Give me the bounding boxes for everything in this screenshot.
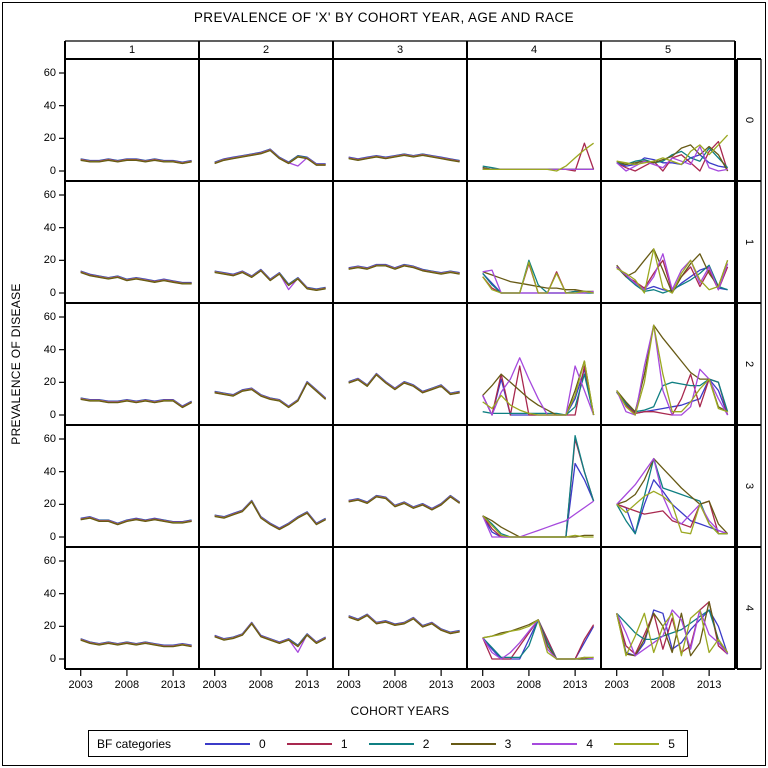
y-tick-label: 40 xyxy=(43,587,56,600)
legend: BF categories 0 1 2 3 4 5 xyxy=(88,730,688,757)
y-axis-title: PREVALENCE OF DISEASE xyxy=(9,283,23,445)
x-tick-label: 2003 xyxy=(336,679,361,691)
y-tick-label: 40 xyxy=(43,465,56,478)
column-header-3: 3 xyxy=(396,44,404,56)
column-header-1: 1 xyxy=(128,44,136,56)
x-tick-label: 2003 xyxy=(68,679,93,691)
column-header-5: 5 xyxy=(664,44,672,56)
x-tick-label: 2013 xyxy=(696,679,722,691)
row-header-3: 3 xyxy=(743,482,755,490)
panel-row4-col2 xyxy=(214,621,326,653)
y-tick-label: 40 xyxy=(43,99,56,112)
panel-row2-col5 xyxy=(616,324,729,416)
panel-row4-col4 xyxy=(482,619,595,660)
panel-row1-col5 xyxy=(616,248,729,294)
y-tick-label: 20 xyxy=(43,498,56,511)
x-tick-label: 2008 xyxy=(248,679,274,691)
y-tick-label: 60 xyxy=(43,433,56,445)
legend-entry-label: 0 xyxy=(259,736,266,751)
legend-line-swatch xyxy=(614,742,660,745)
panel-row1-col1 xyxy=(80,270,192,285)
x-tick-label: 2008 xyxy=(114,679,140,691)
y-tick-label: 0 xyxy=(49,165,56,177)
row-header-0: 0 xyxy=(743,116,755,124)
legend-line-swatch xyxy=(286,742,332,745)
x-tick-label: 2013 xyxy=(294,679,320,691)
x-tick-label: 2013 xyxy=(160,679,186,691)
panel-row2-col3 xyxy=(348,372,460,396)
x-tick-label: 2013 xyxy=(428,679,454,691)
x-tick-label: 2003 xyxy=(202,679,227,691)
legend-line-swatch xyxy=(450,742,496,745)
row-header-2: 2 xyxy=(743,360,755,368)
y-tick-label: 20 xyxy=(43,132,56,145)
legend-entry-label: 5 xyxy=(668,736,675,751)
column-header-2: 2 xyxy=(262,44,270,56)
x-axis-title: COHORT YEARS xyxy=(350,704,450,718)
y-tick-label: 60 xyxy=(43,311,56,323)
legend-entry-1: 1 xyxy=(286,736,348,751)
panel-row4-col5 xyxy=(616,601,729,657)
y-tick-label: 0 xyxy=(49,287,56,299)
panel-row4-col3 xyxy=(348,613,460,635)
y-tick-label: 20 xyxy=(43,376,56,389)
legend-entry-label: 1 xyxy=(340,736,348,751)
panel-row0-col5 xyxy=(616,134,729,172)
legend-line-swatch xyxy=(205,742,251,745)
chart-title: PREVALENCE OF 'X' BY COHORT YEAR, AGE AN… xyxy=(193,10,575,25)
legend-entry-3: 3 xyxy=(450,736,512,751)
x-tick-label: 2003 xyxy=(604,679,629,691)
panel-row3-col5 xyxy=(616,457,729,535)
x-tick-label: 2013 xyxy=(562,679,588,691)
y-tick-label: 0 xyxy=(49,653,56,665)
panel-row3-col1 xyxy=(80,516,192,526)
legend-entry-0: 0 xyxy=(205,737,266,751)
y-tick-label: 40 xyxy=(43,343,56,356)
y-tick-label: 60 xyxy=(43,67,56,79)
panel-row0-col3 xyxy=(348,153,460,163)
x-tick-label: 2003 xyxy=(470,679,495,691)
panel-row3-col3 xyxy=(348,494,460,511)
panel-row2-col4 xyxy=(482,357,595,416)
x-tick-label: 2008 xyxy=(516,679,542,691)
panel-row3-col2 xyxy=(214,499,326,531)
column-header-4: 4 xyxy=(530,44,538,56)
panel-row4-col1 xyxy=(80,638,192,648)
panel-row0-col1 xyxy=(80,158,192,165)
y-tick-label: 60 xyxy=(43,555,56,567)
legend-entry-2: 2 xyxy=(368,736,430,751)
y-tick-label: 60 xyxy=(43,189,56,201)
panel-row2-col2 xyxy=(214,380,327,409)
legend-entry-label: 2 xyxy=(422,736,430,751)
legend-line-swatch xyxy=(368,742,414,745)
y-tick-label: 0 xyxy=(49,409,56,421)
panel-row1-col4 xyxy=(482,259,594,294)
x-tick-label: 2008 xyxy=(650,679,676,691)
legend-entry-label: 4 xyxy=(586,736,594,751)
legend-entry-4: 4 xyxy=(532,737,593,751)
legend-line-swatch xyxy=(532,742,578,745)
row-header-1: 1 xyxy=(743,238,755,246)
legend-entries: 0 1 2 3 4 5 xyxy=(205,737,675,751)
legend-entry-label: 3 xyxy=(504,736,512,751)
panel-row2-col1 xyxy=(80,397,192,409)
panel-row0-col2 xyxy=(214,148,326,167)
panel-row3-col4 xyxy=(482,435,595,538)
legend-title: BF categories xyxy=(97,736,172,751)
legend-entry-5: 5 xyxy=(614,737,675,751)
panel-row1-col2 xyxy=(214,268,326,292)
x-tick-label: 2008 xyxy=(382,679,408,691)
row-header-4: 4 xyxy=(743,604,755,612)
panel-row0-col4 xyxy=(482,142,595,172)
y-tick-label: 20 xyxy=(43,254,56,267)
panel-row1-col3 xyxy=(348,263,460,275)
y-tick-label: 20 xyxy=(43,620,56,633)
y-tick-label: 40 xyxy=(43,221,56,234)
y-tick-label: 0 xyxy=(49,531,56,543)
